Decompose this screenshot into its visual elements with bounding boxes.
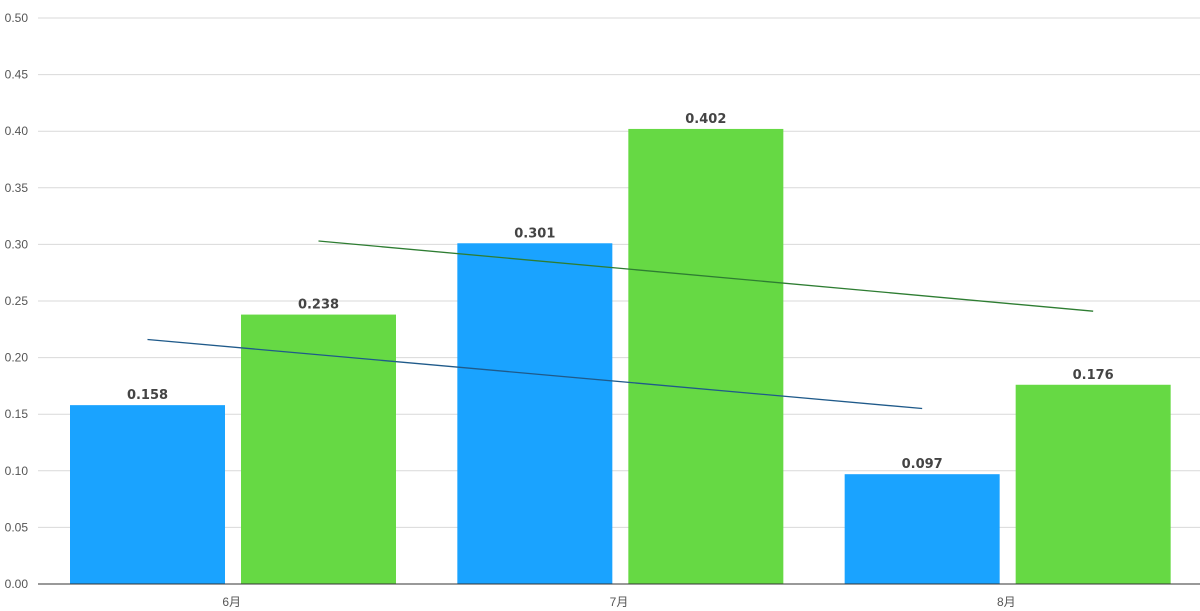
data-label: 0.176 xyxy=(1073,368,1114,383)
y-tick-label: 0.45 xyxy=(5,68,29,82)
y-tick-label: 0.25 xyxy=(5,294,29,308)
y-axis-ticks: 0.00 0.05 0.10 0.15 0.20 0.25 0.30 0.35 0.40 0.45… xyxy=(5,11,29,591)
data-label: 0.301 xyxy=(514,226,555,241)
bar xyxy=(628,128,784,584)
x-tick-label: 7月 xyxy=(610,595,629,609)
y-tick-label: 0.50 xyxy=(5,11,29,25)
y-tick-label: 0.00 xyxy=(5,577,29,591)
bar xyxy=(70,405,225,584)
y-tick-label: 0.15 xyxy=(5,407,29,421)
y-tick-label: 0.35 xyxy=(5,181,29,195)
trendline xyxy=(147,338,923,410)
y-tick-label: 0.40 xyxy=(5,124,29,138)
y-tick-label: 0.20 xyxy=(5,351,29,365)
y-tick-label: 0.10 xyxy=(5,464,29,478)
trendlines xyxy=(147,240,1094,410)
data-label: 0.158 xyxy=(127,388,168,403)
trendline xyxy=(318,240,1094,312)
x-axis-ticks: 6月 7月 8月 xyxy=(222,595,1015,609)
x-tick-label: 8月 xyxy=(997,595,1016,609)
gridlines xyxy=(38,17,1200,528)
data-label: 0.097 xyxy=(902,457,943,472)
data-labels: 0.158 0.301 0.097 0.238 0.402 0.176 xyxy=(127,112,1114,472)
y-tick-label: 0.05 xyxy=(5,520,29,534)
bar xyxy=(844,474,1000,584)
bar xyxy=(1015,384,1171,584)
data-label: 0.238 xyxy=(298,298,339,313)
bar xyxy=(457,243,613,584)
bars xyxy=(70,128,1171,584)
y-tick-label: 0.30 xyxy=(5,237,29,251)
data-label: 0.402 xyxy=(685,112,726,127)
x-tick-label: 6月 xyxy=(222,595,241,609)
